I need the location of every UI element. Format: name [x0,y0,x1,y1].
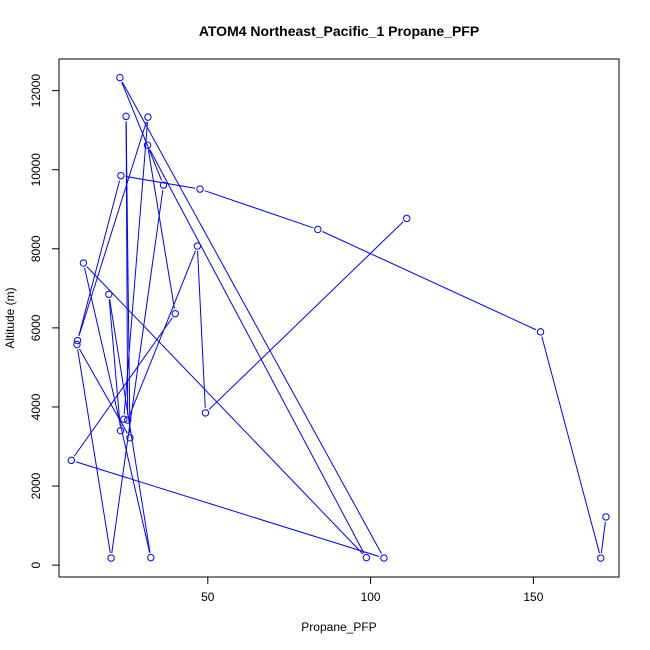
data-point [147,553,155,562]
data-point [536,328,545,336]
y-tick-label: 12000 [29,74,43,108]
data-point [73,336,82,345]
y-tick-label: 6000 [29,314,43,341]
series-segment [78,180,121,336]
data-point [105,290,113,298]
y-tick-label: 0 [29,561,43,568]
data-point [171,309,179,318]
y-axis: 0 2000 4000 6000 8000 10000 12000 [29,74,60,568]
data-point [79,259,88,267]
y-tick-label: 2000 [29,472,43,499]
chart-title: ATOM4 Northeast_Pacific_1 Propane_PFP [199,23,479,39]
data-point [117,171,125,180]
data-point [403,214,411,223]
series-segment [121,82,163,181]
y-axis-label: Altitude (m) [3,287,17,348]
x-tick-label: 150 [523,590,543,604]
data-point [362,553,371,562]
data-point [380,554,388,562]
data-point [116,426,125,435]
series-segment [147,150,175,309]
data-point [123,416,132,424]
series-segment [86,266,364,555]
data-point [196,185,204,193]
data-point [159,181,168,189]
series-segment [129,250,196,416]
series-segment [322,231,537,331]
series-segment [121,81,382,554]
data-point [314,225,322,234]
series-segment [78,121,147,336]
y-tick-label: 10000 [29,153,43,187]
series-segment [197,251,206,408]
data-point [126,434,134,442]
series-segment [541,336,600,554]
data-point [193,242,202,250]
series-segment [123,122,148,415]
y-tick-label: 8000 [29,235,43,262]
data-point [144,113,152,121]
data-point [122,112,130,121]
data-point [597,554,605,562]
data-point [120,415,128,423]
data-point [143,141,152,149]
series-segment [75,461,380,558]
series-segment [600,521,606,554]
series-segment [125,175,196,189]
data-point [116,73,124,82]
y-tick-label: 4000 [29,393,43,420]
series-segment [77,349,111,554]
series-segment [111,190,164,554]
x-axis-label: Propane_PFP [301,620,376,634]
series-segment [78,348,128,434]
data-point [73,340,81,349]
data-point [107,554,115,562]
series-segment [204,190,314,229]
x-tick-label: 100 [361,590,381,604]
x-tick-label: 50 [201,590,215,604]
data-point [602,513,610,521]
x-axis: 50 100 150 [201,576,544,604]
series-segment [149,149,365,554]
series-segment [208,221,404,410]
data-point [67,456,76,465]
series-segment [108,299,121,426]
data-point [201,409,210,417]
series-segment [125,121,129,416]
series-segment [84,267,151,553]
series-layer [67,73,610,562]
